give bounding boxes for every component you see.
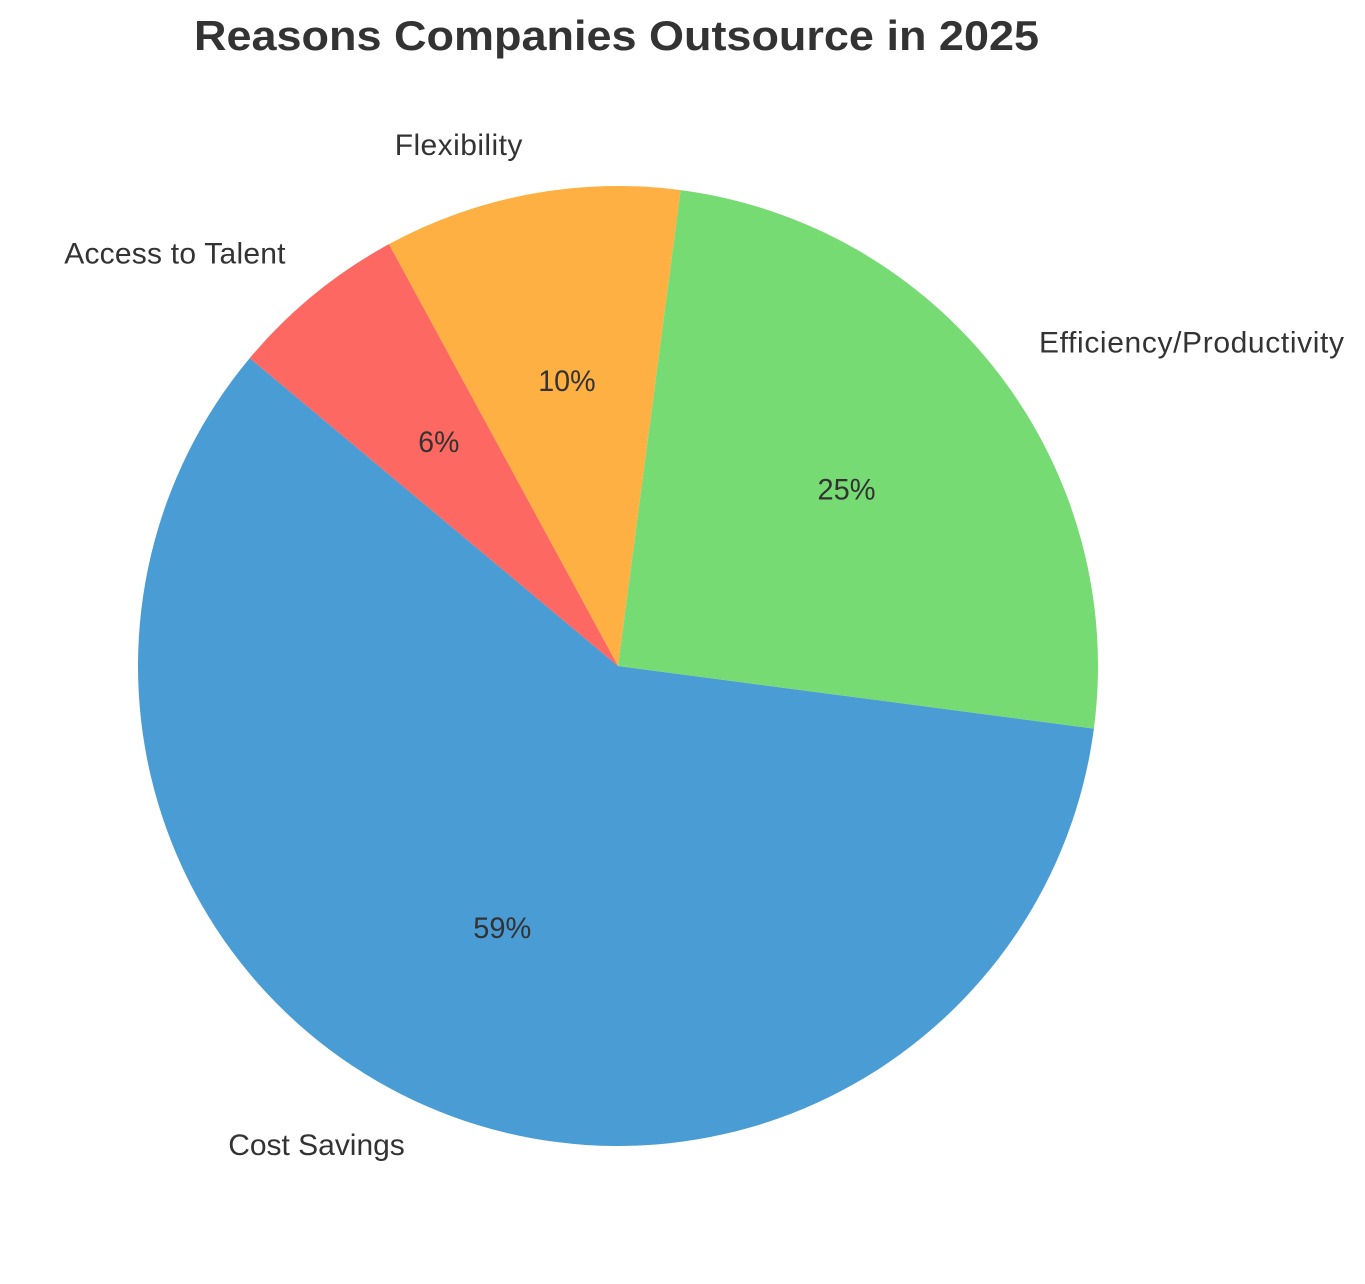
svg-text:59%: 59%: [473, 912, 531, 945]
svg-text:Access to Talent: Access to Talent: [64, 238, 286, 271]
svg-text:Efficiency/Productivity: Efficiency/Productivity: [1039, 327, 1344, 360]
svg-text:Reasons Companies Outsource in: Reasons Companies Outsource in 2025: [194, 12, 1039, 59]
svg-text:Flexibility: Flexibility: [395, 129, 523, 162]
svg-text:10%: 10%: [538, 365, 595, 398]
svg-text:25%: 25%: [818, 473, 876, 506]
svg-text:6%: 6%: [418, 426, 459, 459]
svg-text:Cost Savings: Cost Savings: [228, 1129, 405, 1162]
